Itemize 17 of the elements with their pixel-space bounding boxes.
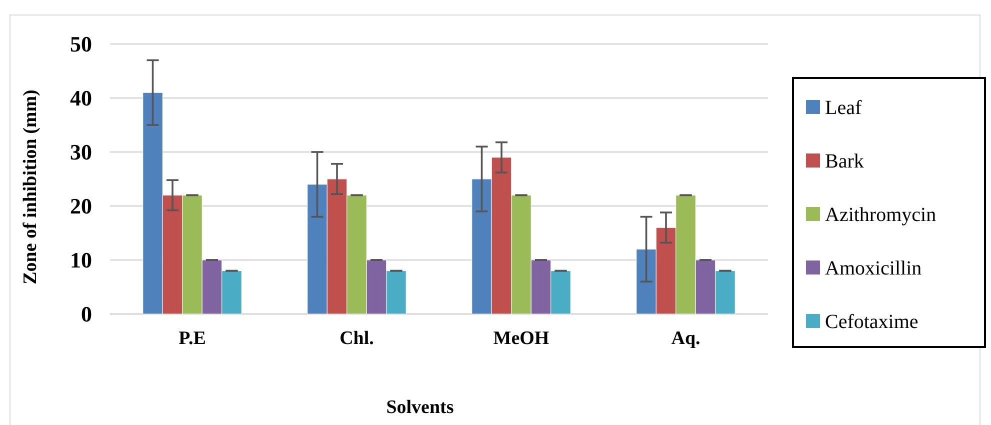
x-tick-label: MeOH xyxy=(493,328,550,349)
x-tick-label: P.E xyxy=(178,328,206,349)
y-tick-label: 40 xyxy=(70,86,92,111)
x-axis-title: Solvents xyxy=(386,397,454,418)
y-tick-label: 50 xyxy=(70,32,92,57)
y-tick-label: 10 xyxy=(70,248,92,273)
y-tick-label: 20 xyxy=(70,194,92,219)
legend-label: Azithromycin xyxy=(825,204,936,226)
legend-label: Bark xyxy=(825,150,864,172)
y-axis-title: Zone of inhibition (mm) xyxy=(20,90,41,284)
y-tick-label: 30 xyxy=(70,140,92,165)
legend-label: Cefotaxime xyxy=(825,311,918,333)
x-tick-label: Aq. xyxy=(671,328,700,349)
y-tick-label: 0 xyxy=(81,302,92,327)
x-tick-label: Chl. xyxy=(340,328,374,349)
legend-label: Leaf xyxy=(825,97,862,119)
legend-label: Amoxicillin xyxy=(825,258,922,280)
